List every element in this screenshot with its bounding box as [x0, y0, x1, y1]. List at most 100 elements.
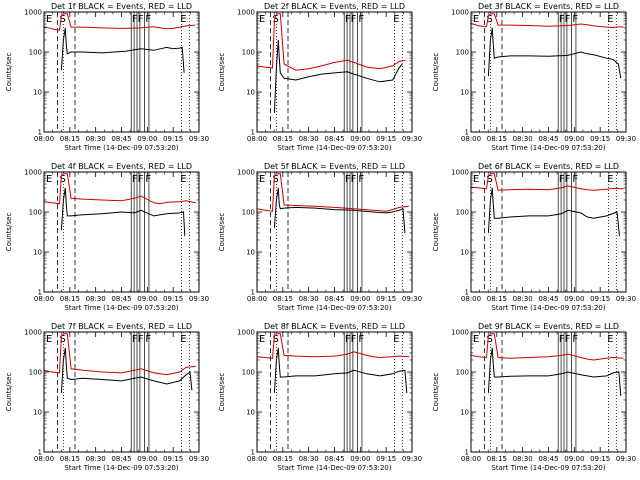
x-tick-label: 09:00 — [137, 135, 157, 143]
y-tick-label: 1000 — [24, 169, 42, 177]
x-tick-label: 08:15 — [487, 455, 507, 463]
x-tick-label: 09:15 — [376, 455, 396, 463]
marker-label: S — [273, 174, 279, 185]
y-tick-label: 1000 — [24, 329, 42, 337]
x-tick-label: 08:00 — [34, 135, 54, 143]
marker-label: F — [572, 174, 578, 185]
marker-label: S — [487, 334, 493, 345]
marker-label: E — [46, 334, 52, 345]
series-lld-line — [256, 333, 410, 359]
marker-label: E — [607, 14, 613, 25]
x-tick-label: 08:45 — [538, 295, 558, 303]
y-tick-label: 10 — [460, 249, 469, 257]
series-events-line — [487, 27, 622, 79]
marker-label: E — [259, 334, 265, 345]
series-lld-line — [470, 333, 624, 361]
x-tick-label: 09:30 — [616, 135, 636, 143]
marker-label: S — [60, 334, 66, 345]
plot-frame — [256, 171, 413, 293]
x-axis-label: Start Time (14-Dec-09 07:53:20) — [277, 304, 391, 312]
x-tick-label: 09:00 — [137, 295, 157, 303]
marker-label: F — [559, 334, 565, 345]
marker-label: F — [145, 14, 151, 25]
x-tick-label: 08:30 — [299, 455, 319, 463]
marker-label: F — [351, 174, 357, 185]
y-axis-label: Counts/sec — [432, 373, 440, 412]
x-tick-label: 08:30 — [299, 135, 319, 143]
x-tick-label: 08:30 — [86, 135, 106, 143]
x-tick-label: 09:30 — [402, 455, 422, 463]
marker-label: S — [487, 174, 493, 185]
y-tick-label: 100 — [29, 209, 42, 217]
y-tick-label: 1000 — [451, 9, 469, 17]
y-tick-label: 100 — [29, 49, 42, 57]
chart-title: Det 7f BLACK = Events, RED = LLD — [51, 322, 192, 331]
x-tick-label: 08:45 — [324, 455, 344, 463]
y-tick-label: 1000 — [237, 329, 255, 337]
x-tick-label: 08:00 — [461, 295, 481, 303]
x-tick-label: 08:00 — [461, 455, 481, 463]
x-axis-label: Start Time (14-Dec-09 07:53:20) — [491, 304, 605, 312]
x-tick-label: 08:45 — [538, 455, 558, 463]
marker-label: F — [565, 174, 571, 185]
x-tick-label: 08:15 — [273, 295, 293, 303]
y-tick-label: 100 — [456, 209, 469, 217]
marker-label: E — [46, 14, 52, 25]
marker-label: F — [358, 174, 364, 185]
marker-label: E — [473, 334, 479, 345]
y-tick-label: 100 — [29, 369, 42, 377]
x-axis-label: Start Time (14-Dec-09 07:53:20) — [64, 304, 178, 312]
x-tick-label: 09:00 — [350, 455, 370, 463]
x-tick-label: 09:00 — [564, 135, 584, 143]
plot-frame — [470, 11, 627, 133]
y-tick-label: 1000 — [237, 169, 255, 177]
marker-label: F — [565, 14, 571, 25]
marker-label: F — [572, 14, 578, 25]
x-tick-label: 08:00 — [34, 455, 54, 463]
x-tick-label: 09:00 — [564, 455, 584, 463]
x-tick-label: 09:30 — [402, 295, 422, 303]
marker-label: E — [259, 14, 265, 25]
y-tick-label: 1 — [465, 289, 469, 297]
x-tick-label: 08:15 — [487, 135, 507, 143]
marker-label: E — [393, 334, 399, 345]
x-tick-label: 08:30 — [513, 455, 533, 463]
marker-label: F — [351, 14, 357, 25]
x-tick-label: 09:15 — [590, 295, 610, 303]
x-tick-label: 09:00 — [350, 295, 370, 303]
x-tick-label: 08:30 — [86, 295, 106, 303]
x-axis-label: Start Time (14-Dec-09 07:53:20) — [64, 144, 178, 152]
marker-label: F — [345, 174, 351, 185]
marker-label: F — [138, 334, 144, 345]
series-lld-line — [43, 13, 196, 31]
y-tick-label: 1000 — [451, 169, 469, 177]
y-tick-label: 100 — [242, 49, 255, 57]
marker-label: F — [138, 174, 144, 185]
x-tick-label: 09:00 — [350, 135, 370, 143]
y-tick-label: 10 — [460, 89, 469, 97]
marker-label: F — [358, 14, 364, 25]
marker-label: E — [473, 174, 479, 185]
y-axis-label: Counts/sec — [5, 373, 13, 412]
x-axis-label: Start Time (14-Dec-09 07:53:20) — [491, 464, 605, 472]
y-tick-label: 1 — [38, 289, 42, 297]
x-tick-label: 08:00 — [247, 295, 267, 303]
series-events-line — [487, 187, 620, 237]
marker-label: F — [132, 174, 138, 185]
y-axis-label: Counts/sec — [5, 53, 13, 92]
y-tick-label: 1 — [38, 449, 42, 457]
x-tick-label: 08:45 — [538, 135, 558, 143]
x-tick-label: 09:15 — [163, 135, 183, 143]
marker-label: E — [393, 14, 399, 25]
chart-title: Det 4f BLACK = Events, RED = LLD — [51, 162, 192, 171]
x-tick-label: 09:15 — [163, 455, 183, 463]
marker-label: E — [607, 174, 613, 185]
y-tick-label: 10 — [246, 409, 255, 417]
series-events-line — [273, 187, 406, 233]
series-events-line — [273, 347, 408, 393]
marker-label: F — [132, 14, 138, 25]
marker-label: F — [138, 14, 144, 25]
y-tick-label: 1 — [251, 289, 255, 297]
